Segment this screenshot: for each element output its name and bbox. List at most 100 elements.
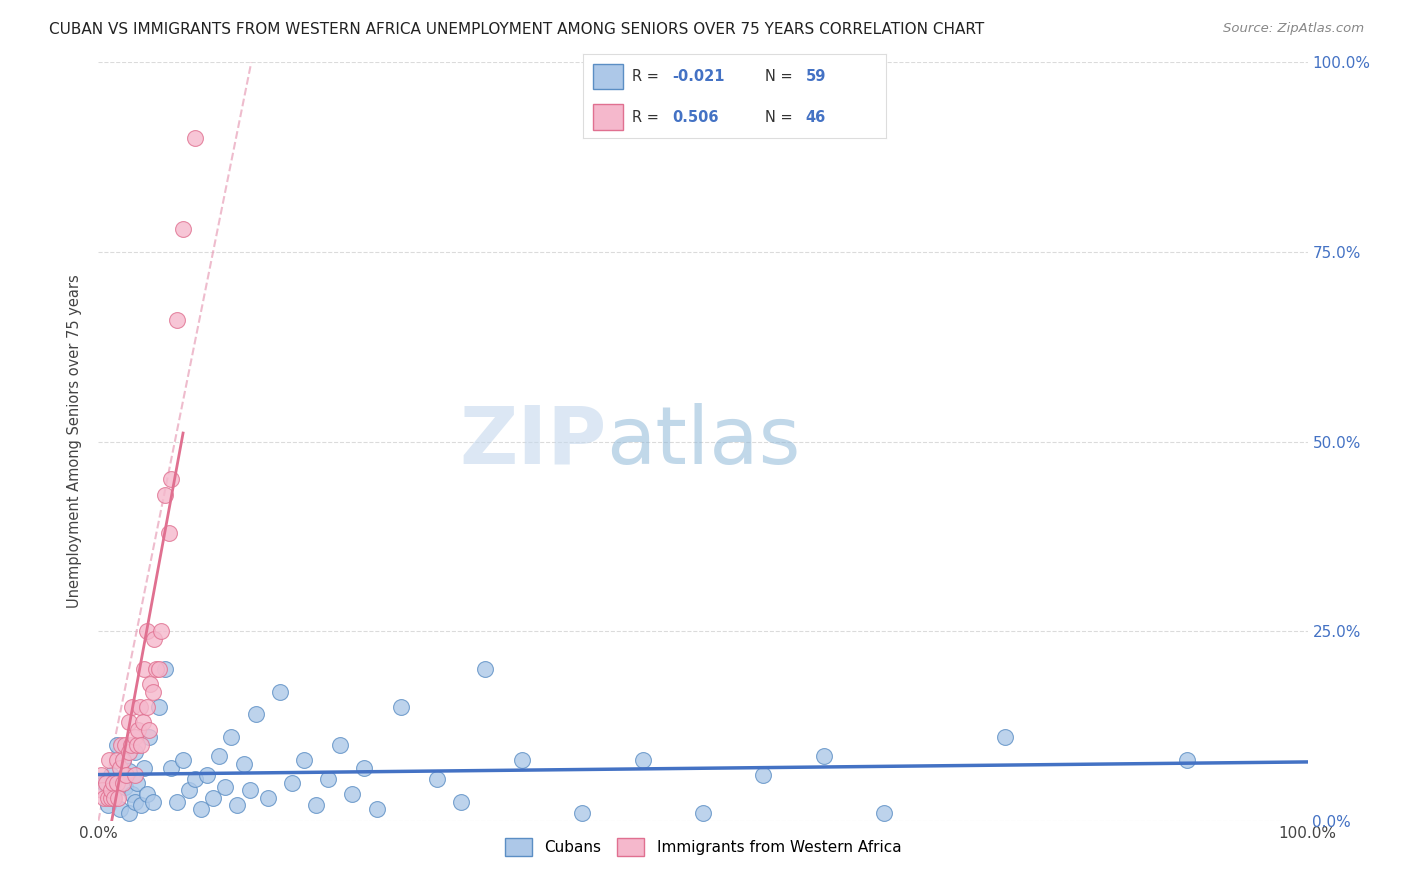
- Point: [142, 685, 165, 699]
- Point: [114, 738, 136, 752]
- Point: [103, 791, 125, 805]
- Point: [342, 787, 364, 801]
- Point: [101, 776, 124, 790]
- Point: [118, 746, 141, 760]
- Point: [292, 753, 315, 767]
- Point: [115, 768, 138, 782]
- Text: 0.506: 0.506: [672, 110, 718, 125]
- Point: [98, 753, 121, 767]
- Point: [110, 738, 132, 752]
- Point: [127, 776, 149, 790]
- Point: [366, 802, 388, 816]
- Point: [281, 776, 304, 790]
- Point: [172, 753, 194, 767]
- Point: [232, 756, 254, 771]
- Point: [239, 783, 262, 797]
- Point: [128, 699, 150, 714]
- Point: [571, 806, 593, 821]
- Point: [353, 760, 375, 774]
- Point: [195, 768, 218, 782]
- Point: [142, 795, 165, 809]
- Point: [100, 783, 122, 797]
- Text: CUBAN VS IMMIGRANTS FROM WESTERN AFRICA UNEMPLOYMENT AMONG SENIORS OVER 75 YEARS: CUBAN VS IMMIGRANTS FROM WESTERN AFRICA …: [49, 22, 984, 37]
- Point: [93, 776, 115, 790]
- Point: [135, 624, 157, 639]
- Text: atlas: atlas: [606, 402, 800, 481]
- Point: [124, 730, 146, 744]
- Text: N =: N =: [765, 69, 797, 84]
- Point: [132, 715, 155, 730]
- Point: [114, 780, 136, 794]
- Point: [111, 753, 134, 767]
- Point: [157, 525, 180, 540]
- Point: [160, 473, 183, 487]
- Point: [316, 772, 339, 786]
- Y-axis label: Unemployment Among Seniors over 75 years: Unemployment Among Seniors over 75 years: [67, 275, 83, 608]
- Point: [101, 791, 124, 805]
- Point: [118, 806, 141, 821]
- Point: [148, 662, 170, 676]
- Point: [150, 624, 173, 639]
- Point: [474, 662, 496, 676]
- Point: [138, 723, 160, 737]
- Point: [994, 730, 1017, 744]
- Point: [631, 753, 654, 767]
- Point: [111, 753, 134, 767]
- Point: [221, 730, 243, 744]
- Point: [111, 776, 134, 790]
- Point: [873, 806, 896, 821]
- Point: [269, 685, 291, 699]
- Point: [118, 715, 141, 730]
- Point: [134, 760, 156, 774]
- Point: [226, 798, 249, 813]
- Text: R =: R =: [631, 69, 664, 84]
- Point: [179, 783, 201, 797]
- Point: [450, 795, 472, 809]
- Point: [153, 487, 176, 501]
- Point: [143, 632, 166, 646]
- Text: ZIP: ZIP: [458, 402, 606, 481]
- Point: [329, 738, 352, 752]
- Point: [120, 738, 142, 752]
- Point: [105, 776, 128, 790]
- Point: [124, 746, 146, 760]
- Point: [190, 802, 212, 816]
- Point: [208, 749, 231, 764]
- Point: [153, 662, 176, 676]
- Point: [129, 738, 152, 752]
- Point: [510, 753, 533, 767]
- Legend: Cubans, Immigrants from Western Africa: Cubans, Immigrants from Western Africa: [499, 831, 907, 863]
- Point: [100, 791, 122, 805]
- Text: N =: N =: [765, 110, 797, 125]
- Point: [97, 798, 120, 813]
- Point: [127, 738, 149, 752]
- Point: [105, 753, 128, 767]
- Point: [108, 760, 131, 774]
- Text: -0.021: -0.021: [672, 69, 725, 84]
- Point: [426, 772, 449, 786]
- Point: [118, 764, 141, 779]
- Point: [90, 768, 112, 782]
- Text: Source: ZipAtlas.com: Source: ZipAtlas.com: [1223, 22, 1364, 36]
- Point: [105, 738, 128, 752]
- Bar: [592, 104, 623, 130]
- Point: [305, 798, 328, 813]
- Point: [692, 806, 714, 821]
- Point: [94, 776, 117, 790]
- Point: [184, 131, 207, 145]
- Point: [91, 783, 114, 797]
- Point: [138, 730, 160, 744]
- Point: [172, 222, 194, 236]
- Point: [108, 802, 131, 816]
- Point: [245, 707, 267, 722]
- Point: [135, 787, 157, 801]
- Text: 59: 59: [806, 69, 827, 84]
- Point: [107, 791, 129, 805]
- Point: [1175, 753, 1198, 767]
- Point: [752, 768, 775, 782]
- Point: [135, 699, 157, 714]
- Point: [121, 787, 143, 801]
- Point: [97, 791, 120, 805]
- Point: [166, 313, 188, 327]
- Point: [166, 795, 188, 809]
